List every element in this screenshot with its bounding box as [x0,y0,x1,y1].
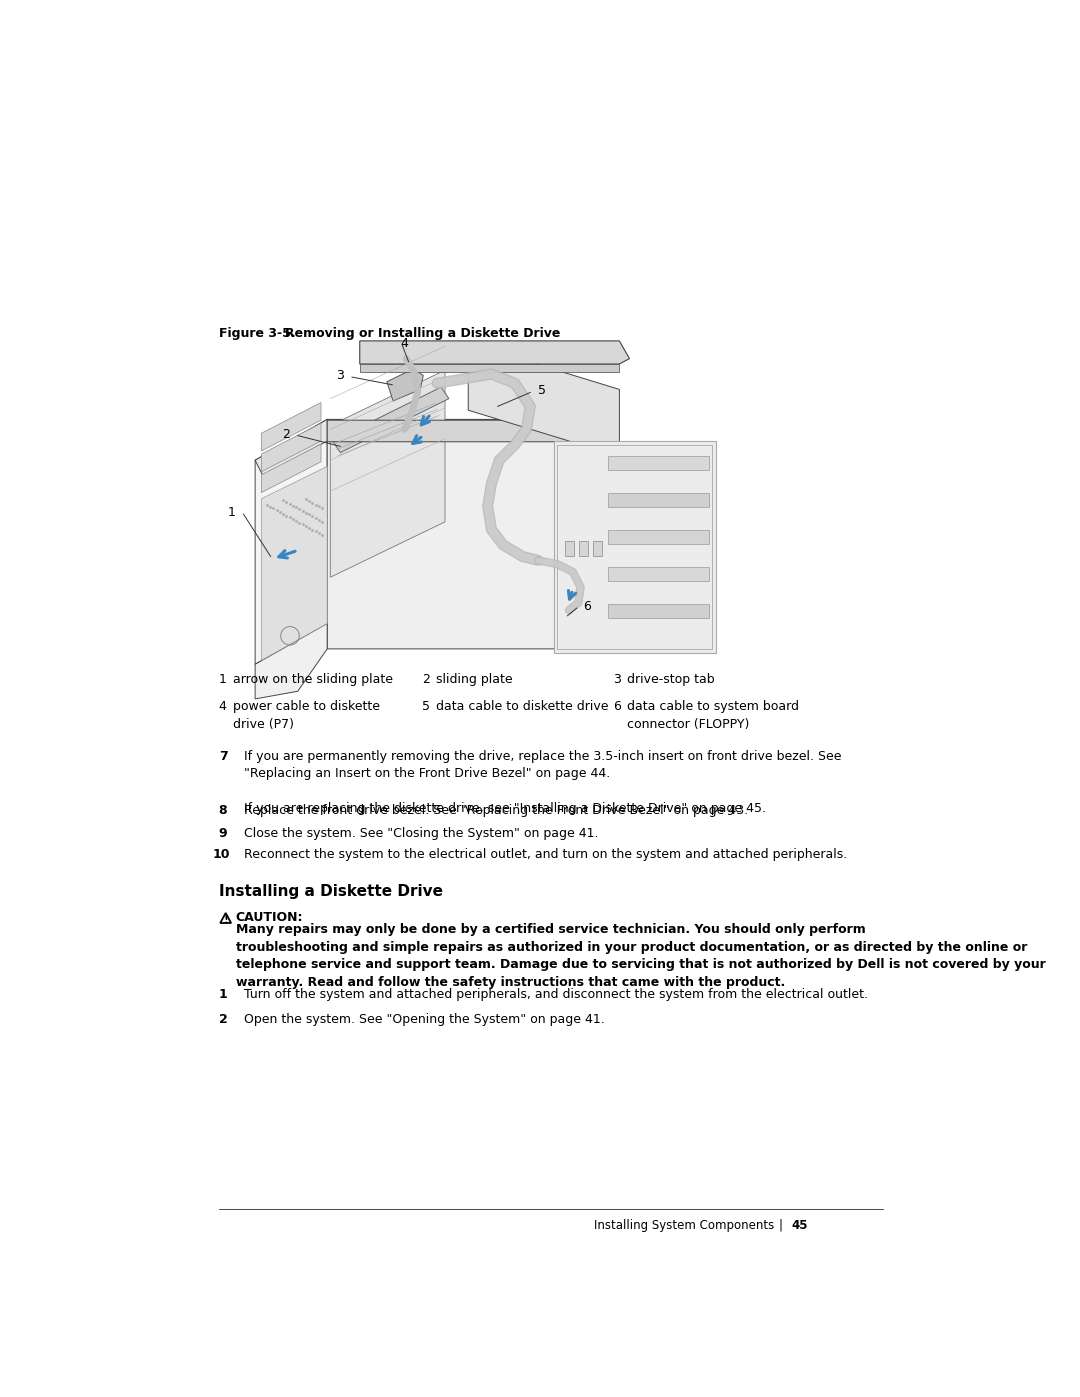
Text: Reconnect the system to the electrical outlet, and turn on the system and attach: Reconnect the system to the electrical o… [243,848,847,862]
Polygon shape [261,423,321,472]
Text: 6: 6 [583,601,591,613]
Text: Turn off the system and attached peripherals, and disconnect the system from the: Turn off the system and attached periphe… [243,989,867,1002]
Text: If you are permanently removing the drive, replace the 3.5-inch insert on front : If you are permanently removing the driv… [243,750,841,816]
Text: Installing a Diskette Drive: Installing a Diskette Drive [218,884,443,898]
Text: data cable to system board
connector (FLOPPY): data cable to system board connector (FL… [627,700,799,732]
Text: 45: 45 [792,1218,808,1232]
Polygon shape [593,541,603,556]
Text: 1: 1 [218,989,228,1002]
Text: power cable to diskette
drive (P7): power cable to diskette drive (P7) [232,700,380,732]
Text: 1: 1 [218,673,227,686]
Text: Installing System Components: Installing System Components [594,1218,774,1232]
Text: 2: 2 [282,427,291,440]
Polygon shape [261,444,321,493]
Text: Removing or Installing a Diskette Drive: Removing or Installing a Diskette Drive [285,327,561,339]
Polygon shape [360,365,619,372]
Text: 1: 1 [228,506,235,520]
Text: CAUTION:: CAUTION: [235,911,303,925]
Polygon shape [327,419,616,648]
Text: Open the system. See "Opening the System" on page 41.: Open the system. See "Opening the System… [243,1013,604,1027]
Polygon shape [565,541,575,556]
Polygon shape [469,344,619,457]
Text: 6: 6 [613,700,621,714]
Text: !: ! [224,915,228,925]
Polygon shape [255,623,327,698]
Text: |: | [779,1218,782,1232]
Text: drive-stop tab: drive-stop tab [627,673,715,686]
Polygon shape [608,567,708,581]
Polygon shape [330,370,445,577]
Polygon shape [608,605,708,617]
Text: Replace the front drive bezel. See "Replacing the Front Drive Bezel" on page 43.: Replace the front drive bezel. See "Repl… [243,803,747,817]
Text: 7: 7 [218,750,228,763]
Polygon shape [608,457,708,471]
Text: Many repairs may only be done by a certified service technician. You should only: Many repairs may only be done by a certi… [235,923,1045,989]
Polygon shape [608,493,708,507]
Text: data cable to diskette drive: data cable to diskette drive [435,700,608,714]
Text: 5: 5 [422,700,430,714]
Text: 2: 2 [218,1013,228,1027]
Text: 4: 4 [218,700,227,714]
Text: 8: 8 [218,803,227,817]
Polygon shape [327,420,616,444]
Polygon shape [608,531,708,545]
Polygon shape [554,441,716,652]
Text: 3: 3 [336,369,345,381]
Text: Figure 3-5.: Figure 3-5. [218,327,295,339]
Polygon shape [579,541,589,556]
Polygon shape [261,402,321,451]
Polygon shape [261,467,327,661]
Text: sliding plate: sliding plate [435,673,512,686]
Polygon shape [255,419,327,665]
Polygon shape [333,387,449,453]
Text: 4: 4 [401,337,408,349]
Text: Close the system. See "Closing the System" on page 41.: Close the system. See "Closing the Syste… [243,827,598,840]
Polygon shape [387,369,423,401]
Text: 2: 2 [422,673,430,686]
Text: arrow on the sliding plate: arrow on the sliding plate [232,673,393,686]
Text: 3: 3 [613,673,621,686]
Text: 5: 5 [538,384,546,397]
Polygon shape [255,419,616,475]
Polygon shape [360,341,630,365]
Text: 9: 9 [218,827,227,840]
Text: 10: 10 [213,848,230,862]
